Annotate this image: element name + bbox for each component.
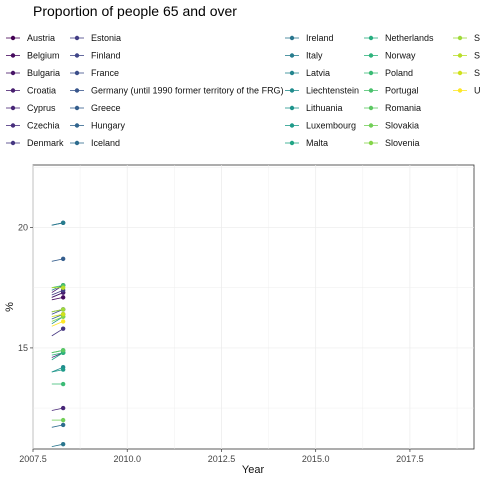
legend-label: Luxembourg: [306, 121, 356, 131]
legend-key-point: [368, 70, 374, 76]
legend-label: Liechtenstein: [306, 86, 359, 96]
legend-label: Belgium: [27, 51, 60, 61]
data-point-iceland: [60, 422, 66, 428]
legend-key-point: [74, 105, 80, 111]
legend-key-point: [289, 140, 295, 146]
data-point-slovakia: [60, 417, 66, 423]
legend-key-point: [289, 35, 295, 41]
legend-key-point: [10, 35, 16, 41]
legend-label: Portugal: [385, 86, 419, 96]
legend: Austria Belgium Bulgaria Croatia Cyprus Czech…: [6, 33, 480, 148]
legend-label: Ireland: [306, 33, 334, 43]
legend-key-point: [74, 140, 80, 146]
legend-label: Austria: [27, 33, 55, 43]
legend-label: Norway: [385, 51, 416, 61]
legend-key-point: [289, 70, 295, 76]
data-point-belgium: [60, 295, 66, 300]
grid-major: [32, 165, 474, 449]
legend-label: Netherlands: [385, 33, 434, 43]
legend-label: Hungary: [91, 121, 126, 131]
data-point-romania: [60, 348, 66, 353]
legend-label: France: [91, 68, 119, 78]
legend-key-point: [10, 105, 16, 111]
x-tick-label: 2012.5: [208, 454, 236, 464]
legend-key-point: [10, 70, 16, 76]
legend-label: Romania: [385, 103, 421, 113]
x-axis-ticks: 2007.5 2010.0 2012.5 2015.0 2017.5: [19, 449, 424, 464]
legend-label: Cyprus: [27, 103, 56, 113]
legend-label: Iceland: [91, 138, 120, 148]
legend-label: Switzerland: [474, 68, 480, 78]
data-point-poland: [60, 381, 66, 387]
legend-key-point: [368, 88, 374, 93]
y-tick-label: 15: [18, 343, 28, 353]
legend-label: Czechia: [27, 121, 60, 131]
x-tick-label: 2017.5: [396, 454, 424, 464]
data-point-spain: [60, 307, 66, 312]
y-tick-label: 20: [18, 223, 28, 233]
legend-key-point: [368, 105, 374, 111]
legend-label: Greece: [91, 103, 121, 113]
legend-label: Finland: [91, 51, 121, 61]
data-point-greece: [60, 256, 66, 262]
data-point-switzerland: [60, 312, 66, 317]
legend-label: Slovenia: [385, 138, 420, 148]
grid-minor: [33, 165, 474, 449]
legend-key-point: [10, 53, 16, 58]
legend-key-point: [368, 140, 374, 146]
legend-label: Bulgaria: [27, 68, 60, 78]
legend-key-point: [74, 70, 80, 76]
legend-key-point: [368, 35, 374, 41]
data-point-denmark: [60, 326, 66, 331]
legend-key-point: [457, 35, 463, 41]
series-layer: [51, 220, 66, 447]
legend-key-point: [74, 88, 80, 93]
data-point-sweden: [60, 285, 66, 290]
legend-key-point: [289, 88, 295, 93]
legend-key-point: [457, 88, 463, 93]
legend-label: Italy: [306, 51, 323, 61]
legend-label: Germany (until 1990 former territory of …: [91, 86, 284, 96]
legend-key-point: [457, 70, 463, 76]
data-point-united-kingdom: [60, 319, 66, 324]
legend-key-point: [457, 53, 463, 58]
data-point-cyprus: [60, 405, 66, 411]
x-axis-label: Year: [242, 464, 265, 476]
data-point-luxembourg: [60, 367, 66, 372]
legend-key-point: [289, 53, 295, 58]
legend-label: Croatia: [27, 86, 56, 96]
legend-label: Slovakia: [385, 121, 419, 131]
plot-panel: [32, 164, 475, 450]
legend-key-point: [368, 123, 374, 128]
legend-key-point: [289, 105, 295, 111]
legend-label: Spain: [474, 33, 480, 43]
data-point-italy: [60, 220, 66, 225]
legend-key-point: [289, 123, 295, 128]
x-tick-label: 2015.0: [302, 454, 330, 464]
chart-title: Proportion of people 65 and over: [33, 3, 237, 19]
legend-key-point: [74, 123, 80, 128]
legend-label: Malta: [306, 138, 328, 148]
legend-key-point: [10, 123, 16, 128]
y-axis-label: %: [4, 302, 16, 312]
legend-key-point: [74, 53, 80, 58]
series-line-denmark: [51, 328, 64, 337]
legend-label: Denmark: [27, 138, 64, 148]
legend-key-point: [10, 140, 16, 146]
legend-label: Latvia: [306, 68, 330, 78]
legend-label: United Kingdom: [474, 86, 480, 96]
x-tick-label: 2007.5: [19, 454, 47, 464]
legend-label: Estonia: [91, 33, 121, 43]
legend-label: Poland: [385, 68, 413, 78]
legend-key-point: [74, 35, 80, 41]
legend-key-point: [10, 88, 16, 93]
legend-label: Sweden: [474, 51, 480, 61]
legend-label: Lithuania: [306, 103, 343, 113]
legend-key-point: [368, 53, 374, 58]
x-tick-label: 2010.0: [113, 454, 141, 464]
data-point-ireland: [60, 441, 66, 447]
